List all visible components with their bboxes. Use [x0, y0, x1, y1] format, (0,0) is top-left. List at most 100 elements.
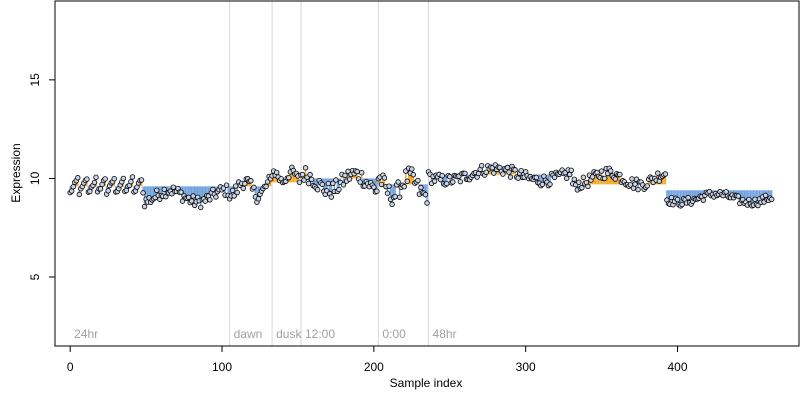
data-point [340, 182, 347, 188]
data-point [551, 174, 558, 181]
region-label: dusk [276, 327, 302, 341]
data-point [601, 175, 608, 182]
data-point [213, 194, 219, 200]
data-point [478, 162, 485, 169]
data-point [431, 178, 438, 184]
data-point [589, 174, 596, 180]
data-point [70, 184, 76, 190]
data-point [305, 180, 312, 187]
data-point [685, 194, 691, 201]
data-point [76, 191, 82, 198]
data-point [409, 166, 415, 172]
data-point [140, 190, 146, 196]
data-point [533, 174, 540, 181]
data-point [450, 179, 456, 185]
region-label: 12:00 [305, 327, 335, 341]
data-point [93, 174, 99, 180]
data-point [251, 184, 257, 191]
data-point [755, 202, 761, 209]
data-point [374, 188, 380, 194]
data-point [700, 197, 707, 203]
data-point [563, 175, 570, 182]
y-axis-title: Expression [9, 143, 23, 202]
x-tick-label: 200 [364, 360, 384, 374]
data-point [518, 167, 524, 174]
data-point [141, 203, 148, 210]
data-point [263, 183, 269, 190]
data-point [735, 193, 741, 199]
data-point [512, 167, 518, 173]
data-point [576, 179, 582, 185]
data-point [632, 181, 638, 187]
data-point [102, 176, 108, 182]
data-point [296, 179, 303, 185]
data-point [539, 181, 546, 188]
data-point [202, 198, 209, 204]
data-point [424, 200, 430, 206]
data-point [629, 176, 635, 182]
data-point [381, 175, 388, 181]
data-point [129, 174, 136, 180]
region-label: 24hr [74, 327, 98, 341]
data-point [392, 193, 398, 200]
y-tick-label: 5 [28, 273, 42, 280]
y-tick-label: 10 [28, 171, 42, 185]
data-point [84, 176, 90, 182]
data-point [389, 201, 395, 208]
data-point [598, 168, 605, 174]
data-point [128, 178, 134, 185]
data-point [378, 181, 385, 188]
data-point [161, 186, 168, 193]
data-point [568, 167, 574, 174]
data-point [307, 171, 313, 178]
data-point [97, 186, 104, 192]
data-point [264, 179, 271, 185]
data-point [401, 184, 407, 190]
data-point [328, 194, 335, 200]
data-point [198, 204, 204, 211]
data-point [346, 176, 353, 182]
data-point [357, 179, 363, 185]
data-point [242, 181, 248, 187]
data-point [302, 165, 309, 171]
data-point [635, 186, 641, 193]
data-point [644, 183, 650, 189]
data-point [319, 181, 325, 188]
data-point [314, 187, 321, 193]
data-point [462, 170, 468, 177]
data-point [547, 181, 553, 187]
x-tick-label: 300 [516, 360, 536, 374]
data-point [410, 172, 417, 178]
region-label: 48hr [433, 327, 457, 341]
data-point [333, 177, 339, 183]
data-point [396, 194, 403, 200]
data-point [87, 188, 93, 195]
data-point [662, 171, 669, 177]
data-point [229, 187, 236, 194]
data-point [608, 168, 614, 174]
region-label: dawn [234, 327, 263, 341]
data-point [444, 180, 450, 187]
data-point [240, 185, 246, 192]
data-point [210, 186, 216, 193]
data-point [457, 178, 464, 185]
data-point [415, 177, 421, 184]
data-point [491, 170, 497, 176]
data-point [746, 196, 752, 203]
data-point [105, 188, 111, 194]
data-point [232, 183, 239, 189]
data-point [617, 171, 623, 178]
x-axis: 0 100 200 300 400 [67, 345, 688, 374]
data-point [190, 193, 196, 199]
data-point [178, 189, 184, 195]
data-point [223, 182, 230, 188]
data-point [371, 184, 377, 190]
data-point [342, 172, 348, 179]
y-tick-label: 15 [28, 73, 42, 87]
data-point [655, 170, 661, 176]
data-point [154, 187, 160, 193]
x-tick-label: 400 [668, 360, 688, 374]
data-points [67, 162, 775, 211]
data-point [286, 174, 292, 181]
